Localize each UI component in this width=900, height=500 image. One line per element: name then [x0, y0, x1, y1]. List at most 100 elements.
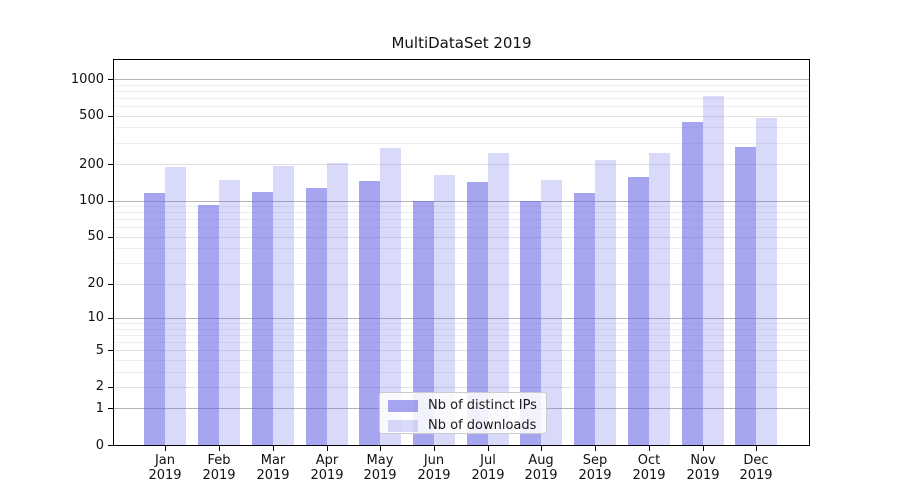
- bar-downloads-dec: [756, 117, 778, 445]
- gridline-y-400: [114, 127, 809, 128]
- y-tick-label-20: 20: [87, 276, 104, 291]
- x-tick-jan: [165, 446, 166, 451]
- x-tick-jul: [488, 446, 489, 451]
- gridline-y-9: [114, 323, 809, 324]
- bar-distinct-ips-jun: [413, 200, 434, 445]
- x-tick-label-oct: Oct 2019: [632, 453, 666, 483]
- bar-downloads-oct: [648, 153, 670, 445]
- y-tick-1: [108, 408, 113, 409]
- bar-downloads-jul: [487, 152, 509, 445]
- y-tick-label-50: 50: [87, 229, 104, 244]
- chart-title: MultiDataSet 2019: [391, 34, 532, 52]
- x-tick-mar: [273, 446, 274, 451]
- gridline-y-700: [114, 98, 809, 99]
- x-tick-label-jan: Jan 2019: [148, 453, 182, 483]
- x-tick-label-jul: Jul 2019: [471, 453, 505, 483]
- x-tick-label-aug: Aug 2019: [524, 453, 558, 483]
- legend-item-downloads: Nb of downloads: [380, 417, 546, 434]
- gridline-y-70: [114, 219, 809, 220]
- legend-label-distinct-ips: Nb of distinct IPs: [428, 398, 537, 413]
- gridline-y-7: [114, 335, 809, 336]
- bar-downloads-mar: [272, 166, 294, 445]
- legend-item-distinct-ips: Nb of distinct IPs: [380, 397, 546, 414]
- y-tick-2: [108, 387, 113, 388]
- y-tick-label-100: 100: [79, 193, 104, 208]
- gridline-y-10: [114, 318, 809, 319]
- gridline-y-80: [114, 212, 809, 213]
- y-tick-label-200: 200: [79, 157, 104, 172]
- y-tick-label-0: 0: [95, 438, 104, 453]
- gridline-y-600: [114, 106, 809, 107]
- legend: Nb of distinct IPs Nb of downloads: [379, 392, 547, 434]
- bar-distinct-ips-jul: [466, 181, 488, 445]
- gridline-y-500: [114, 116, 809, 117]
- y-tick-5: [108, 350, 113, 351]
- bar-distinct-ips-mar: [251, 192, 273, 445]
- x-tick-jun: [434, 446, 435, 451]
- bar-downloads-nov: [702, 96, 724, 445]
- gridline-y-90: [114, 206, 809, 207]
- x-tick-label-sep: Sep 2019: [578, 453, 612, 483]
- y-tick-10: [108, 318, 113, 319]
- bar-downloads-jun: [434, 175, 455, 445]
- bar-distinct-ips-aug: [520, 200, 542, 445]
- x-tick-label-feb: Feb 2019: [202, 453, 236, 483]
- gridline-y-3: [114, 372, 809, 373]
- gridline-y-200: [114, 164, 809, 165]
- y-tick-1000: [108, 79, 113, 80]
- y-tick-label-10: 10: [87, 310, 104, 325]
- gridline-y-1000: [114, 79, 809, 80]
- y-tick-50: [108, 237, 113, 238]
- y-tick-label-500: 500: [79, 108, 104, 123]
- x-tick-label-nov: Nov 2019: [686, 453, 720, 483]
- gridline-y-100: [114, 201, 809, 202]
- bar-distinct-ips-feb: [198, 205, 220, 445]
- x-tick-label-apr: Apr 2019: [310, 453, 344, 483]
- y-tick-200: [108, 164, 113, 165]
- gridline-y-30: [114, 263, 809, 264]
- x-tick-aug: [541, 446, 542, 451]
- gridline-y-800: [114, 91, 809, 92]
- x-tick-feb: [219, 446, 220, 451]
- bar-distinct-ips-jan: [144, 193, 166, 445]
- x-tick-nov: [703, 446, 704, 451]
- x-tick-label-dec: Dec 2019: [739, 453, 773, 483]
- bar-distinct-ips-apr: [305, 187, 327, 445]
- legend-swatch-downloads: [388, 419, 418, 432]
- gridline-y-40: [114, 248, 809, 249]
- gridline-y-5: [114, 350, 809, 351]
- gridline-y-300: [114, 143, 809, 144]
- gridline-y-6: [114, 342, 809, 343]
- y-tick-label-5: 5: [95, 343, 104, 358]
- legend-swatch-distinct-ips: [388, 399, 418, 412]
- gridline-y-60: [114, 227, 809, 228]
- y-tick-label-1: 1: [95, 401, 104, 416]
- bar-distinct-ips-nov: [681, 122, 703, 445]
- x-tick-label-jun: Jun 2019: [417, 453, 451, 483]
- y-tick-20: [108, 284, 113, 285]
- x-tick-dec: [756, 446, 757, 451]
- x-tick-label-mar: Mar 2019: [256, 453, 290, 483]
- gridline-y-20: [114, 284, 809, 285]
- x-tick-oct: [649, 446, 650, 451]
- bar-downloads-sep: [595, 160, 617, 445]
- x-tick-apr: [327, 446, 328, 451]
- bar-distinct-ips-may: [359, 180, 381, 445]
- bar-distinct-ips-dec: [735, 146, 757, 445]
- y-tick-label-2: 2: [95, 379, 104, 394]
- bar-downloads-feb: [219, 180, 241, 445]
- x-tick-label-may: May 2019: [363, 453, 397, 483]
- bar-downloads-aug: [541, 179, 563, 445]
- y-tick-500: [108, 116, 113, 117]
- gridline-y-8: [114, 329, 809, 330]
- bar-distinct-ips-sep: [574, 193, 596, 445]
- legend-label-downloads: Nb of downloads: [428, 418, 537, 433]
- gridline-y-4: [114, 360, 809, 361]
- bar-downloads-jan: [165, 166, 187, 445]
- y-tick-label-1000: 1000: [70, 72, 104, 87]
- x-tick-may: [380, 446, 381, 451]
- gridline-y-2: [114, 387, 809, 388]
- gridline-y-900: [114, 85, 809, 86]
- y-tick-100: [108, 201, 113, 202]
